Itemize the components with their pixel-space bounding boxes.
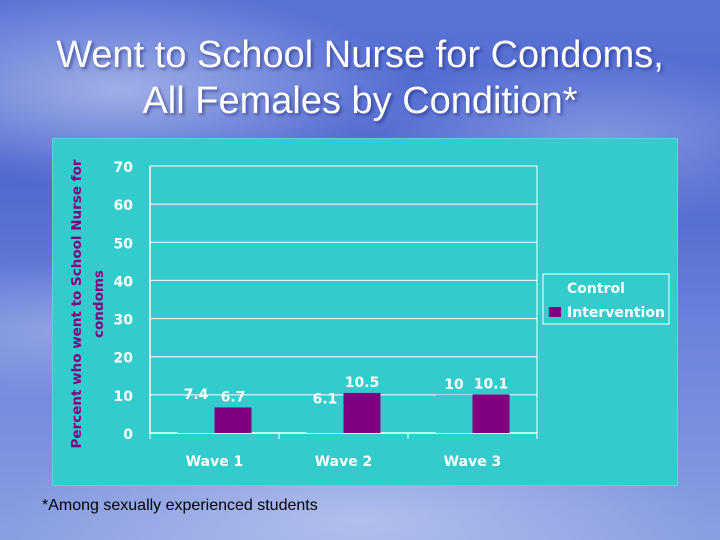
data-label: 6.7 [221,389,246,405]
legend-label: Intervention [567,305,665,321]
title-line-2: All Females by Condition* [142,80,578,122]
bar-chart: 0 10 20 30 40 50 60 70 Wave 1 7.4 6.7 Wave 2 6.1 10.5… [69,159,670,470]
title-line-1: Went to School Nurse for Condoms, [56,34,664,76]
y-axis-title-line-2: condoms [91,270,107,338]
x-tick-label: Wave 1 [186,454,244,470]
chart-panel: 0 10 20 30 40 50 60 70 Wave 1 7.4 6.7 Wave 2 6.1 10.5… [52,138,678,486]
y-tick-label: 0 [123,427,133,443]
data-label: 10.1 [474,376,509,392]
legend-box [542,273,670,325]
y-axis-title-line-1: Percent who went to School Nurse for [69,159,85,448]
plot-area [149,165,538,434]
y-tick-label: 70 [114,160,134,176]
bar-intervention [214,407,252,433]
bar-intervention [343,392,381,433]
slide-title: Went to School Nurse for Condoms, All Fe… [0,32,720,124]
data-label: 7.4 [184,387,209,403]
y-tick-label: 40 [114,274,134,290]
legend-label: Control [567,281,625,297]
y-tick-label: 10 [114,389,134,405]
footnote: *Among sexually experienced students [42,497,318,514]
x-tick-label: Wave 2 [315,454,373,470]
bar-control [306,409,344,433]
bar-control [177,404,215,433]
data-label: 10.5 [345,375,380,391]
data-label: 6.1 [313,392,338,408]
x-tick-label: Wave 3 [444,454,502,470]
y-tick-label: 60 [114,198,134,214]
legend-swatch [549,307,561,317]
bar-control [435,394,473,433]
bar-intervention [472,394,510,433]
y-tick-label: 50 [114,236,134,252]
data-label: 10 [444,377,464,393]
y-tick-label: 30 [114,313,134,329]
y-tick-label: 20 [114,351,134,367]
legend-swatch [549,283,561,293]
